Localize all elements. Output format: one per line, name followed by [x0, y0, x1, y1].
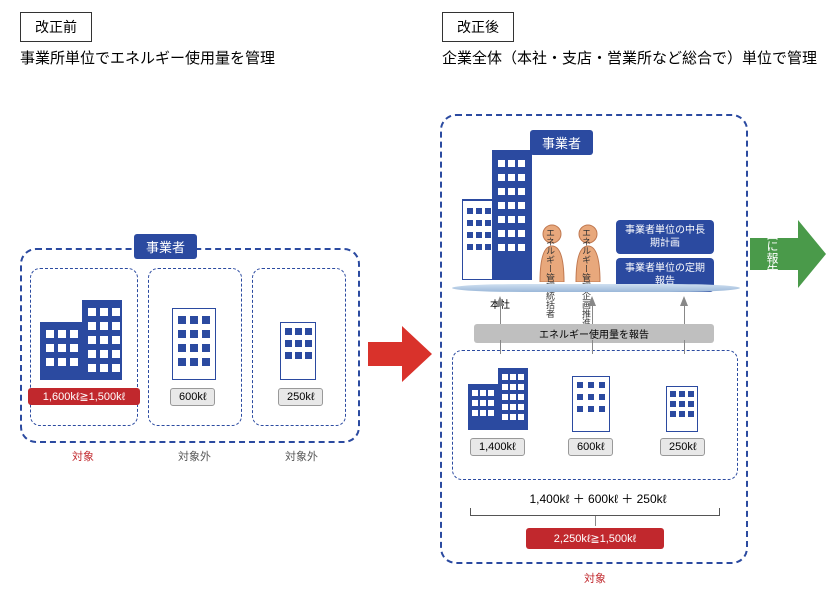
plan-button: 事業者単位の中長期計画: [616, 220, 714, 254]
right-desc: 企業全体（本社・支店・営業所など総合で）単位で管理: [442, 48, 817, 69]
line-b1: [500, 340, 501, 354]
left-bldg-2: [172, 308, 216, 380]
left-tag: 事業者: [134, 234, 197, 259]
right-title: 改正後: [442, 12, 514, 42]
hq-building: [462, 150, 534, 280]
left-bldg-1: [40, 300, 126, 380]
right-val-2: 600kℓ: [568, 438, 613, 456]
left-desc: 事業所単位でエネルギー使用量を管理: [20, 48, 275, 69]
red-arrow-icon: [368, 326, 432, 385]
report-bar: エネルギー使用量を報告: [474, 324, 714, 343]
right-bldg-3: [666, 386, 698, 432]
left-cap-1: 対象: [72, 448, 94, 464]
right-bldg-1: [468, 368, 532, 430]
green-arrow-icon: [750, 220, 826, 291]
arrow-up-1: [496, 296, 504, 306]
right-bldg-2: [572, 376, 610, 432]
left-bldg-3: [280, 322, 316, 380]
left-val-3: 250kℓ: [278, 388, 323, 406]
platform: [452, 284, 740, 292]
formula: 1,400kℓ ＋ 600kℓ ＋ 250kℓ: [498, 490, 698, 507]
arrow-up-3: [680, 296, 688, 306]
arrow-line-2: [592, 306, 593, 324]
right-val-3: 250kℓ: [660, 438, 705, 456]
left-panel: 改正前 事業所単位でエネルギー使用量を管理: [20, 12, 275, 69]
arrow-line-1: [500, 306, 501, 324]
left-val-2: 600kℓ: [170, 388, 215, 406]
arrow-line-3: [684, 306, 685, 324]
right-cap: 対象: [584, 570, 606, 586]
arrow-up-2: [588, 296, 596, 306]
right-panel: 改正後 企業全体（本社・支店・営業所など総合で）単位で管理: [442, 12, 817, 69]
green-arrow-label: 国に報告: [764, 228, 781, 276]
left-cap-2: 対象外: [178, 448, 211, 464]
bracket: [470, 508, 720, 516]
right-tag: 事業者: [530, 130, 593, 155]
left-val-1: 1,600kℓ≧1,500kℓ: [28, 388, 140, 405]
right-val-1: 1,400kℓ: [470, 438, 525, 456]
person-1-label: エネルギー管理統括者: [544, 228, 557, 318]
line-b3: [684, 340, 685, 354]
left-cap-3: 対象外: [285, 448, 318, 464]
left-title: 改正前: [20, 12, 92, 42]
line-b2: [592, 340, 593, 354]
bracket-stem: [595, 516, 596, 526]
total-badge: 2,250kℓ≧1,500kℓ: [526, 528, 664, 549]
